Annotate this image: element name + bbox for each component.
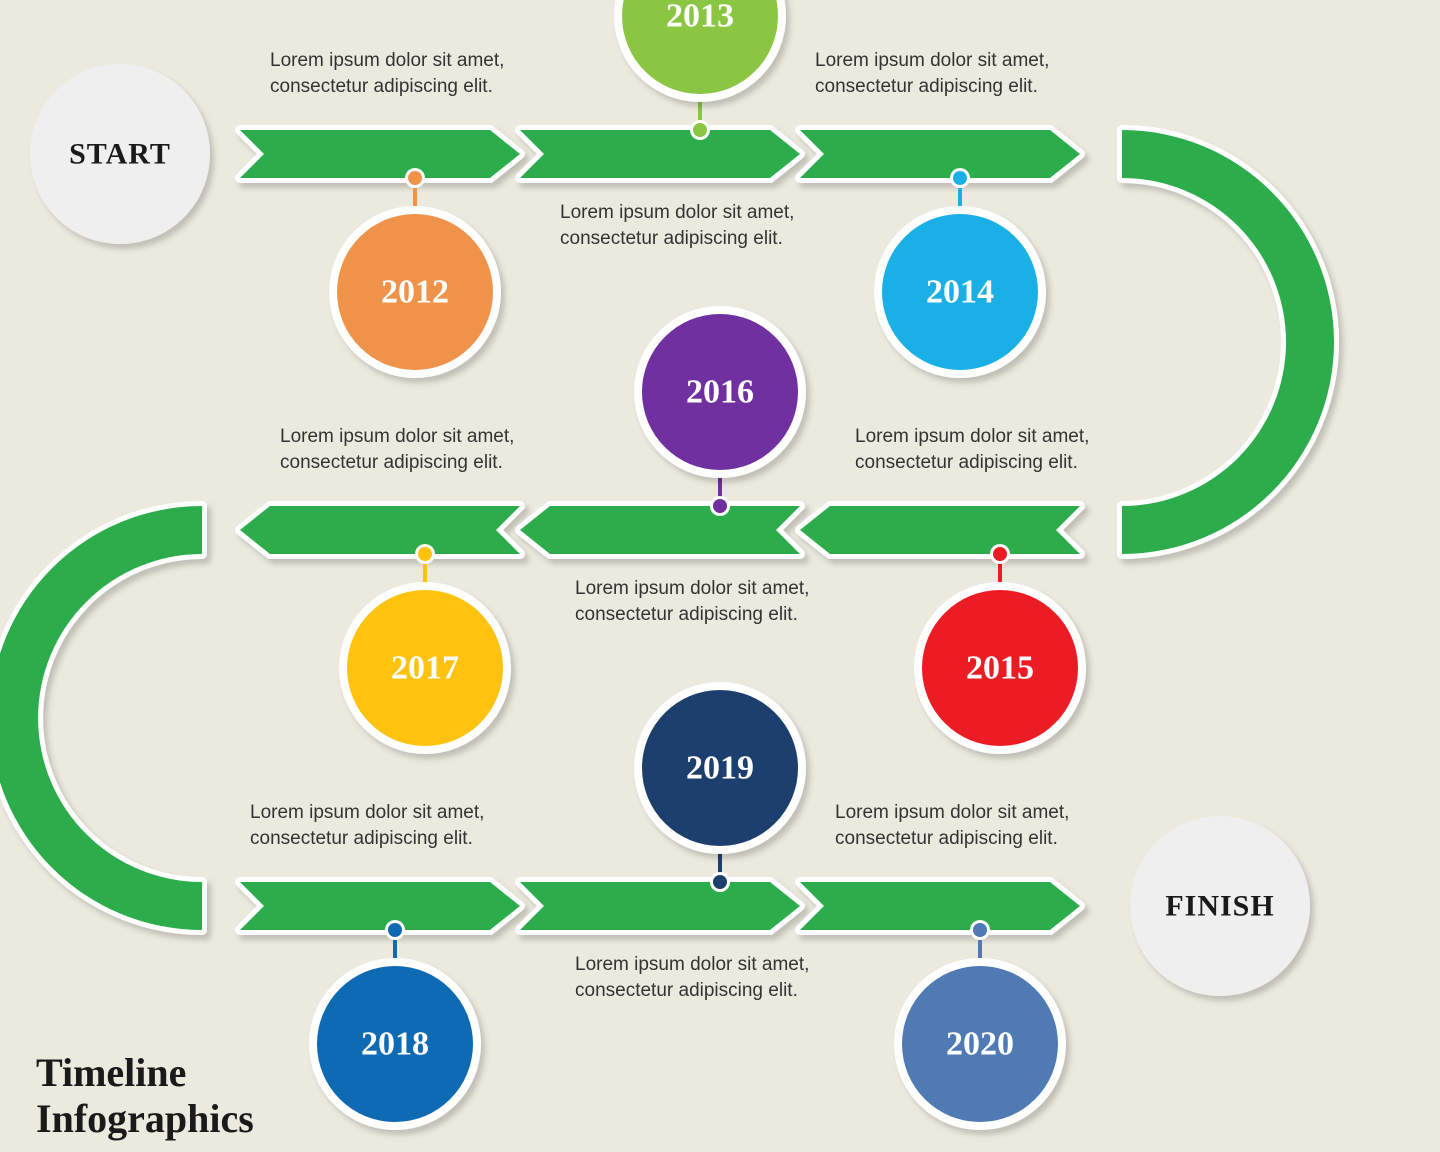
year-label: 2012: [381, 274, 449, 311]
year-label: 2019: [686, 750, 754, 787]
milestone-caption: Lorem ipsum dolor sit amet, consectetur …: [835, 800, 1145, 851]
finish-endcap-label: FINISH: [1165, 890, 1274, 923]
arrow-segment: [240, 130, 520, 178]
milestone-dot: [693, 123, 707, 137]
milestone-caption: Lorem ipsum dolor sit amet, consectetur …: [575, 952, 885, 1003]
arrow-segment: [520, 130, 800, 178]
milestone-caption: Lorem ipsum dolor sit amet, consectetur …: [270, 48, 580, 99]
milestone-dot: [953, 171, 967, 185]
milestone-caption: Lorem ipsum dolor sit amet, consectetur …: [815, 48, 1125, 99]
milestone-caption: Lorem ipsum dolor sit amet, consectetur …: [575, 576, 885, 627]
milestone-caption: Lorem ipsum dolor sit amet, consectetur …: [560, 200, 870, 251]
arrow-segment: [240, 506, 520, 554]
year-label: 2015: [966, 650, 1034, 687]
milestone-dot: [388, 923, 402, 937]
timeline-infographic: START FINISH 2012 Lorem ipsum dolor sit ame…: [0, 0, 1440, 1152]
milestone-dot: [993, 547, 1007, 561]
year-label: 2013: [666, 0, 734, 35]
milestone-caption: Lorem ipsum dolor sit amet, consectetur …: [280, 424, 590, 475]
year-label: 2014: [926, 274, 994, 311]
milestone-caption: Lorem ipsum dolor sit amet, consectetur …: [250, 800, 560, 851]
arrow-segment: [800, 506, 1080, 554]
arrow-segment: [240, 882, 520, 930]
year-label: 2016: [686, 374, 754, 411]
year-label: 2017: [391, 650, 459, 687]
arrow-segment: [800, 882, 1080, 930]
milestone-dot: [713, 499, 727, 513]
arrow-segment: [520, 882, 800, 930]
milestone-dot: [713, 875, 727, 889]
start-endcap-label: START: [69, 138, 171, 171]
arrow-segment: [800, 130, 1080, 178]
infographic-title: TimelineInfographics: [36, 1050, 536, 1142]
arrow-segment: [520, 506, 800, 554]
milestone-dot: [408, 171, 422, 185]
milestone-dot: [418, 547, 432, 561]
milestone-dot: [973, 923, 987, 937]
year-label: 2020: [946, 1026, 1014, 1063]
milestone-caption: Lorem ipsum dolor sit amet, consectetur …: [855, 424, 1165, 475]
